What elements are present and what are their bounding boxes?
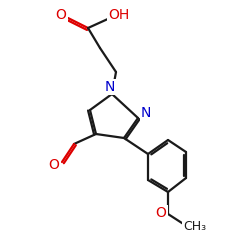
Text: OH: OH — [108, 8, 130, 22]
Text: O: O — [48, 158, 60, 172]
Text: O: O — [156, 206, 166, 220]
Text: N: N — [105, 80, 115, 94]
Text: N: N — [141, 106, 151, 120]
Text: CH₃: CH₃ — [184, 220, 206, 232]
Text: O: O — [56, 8, 66, 22]
